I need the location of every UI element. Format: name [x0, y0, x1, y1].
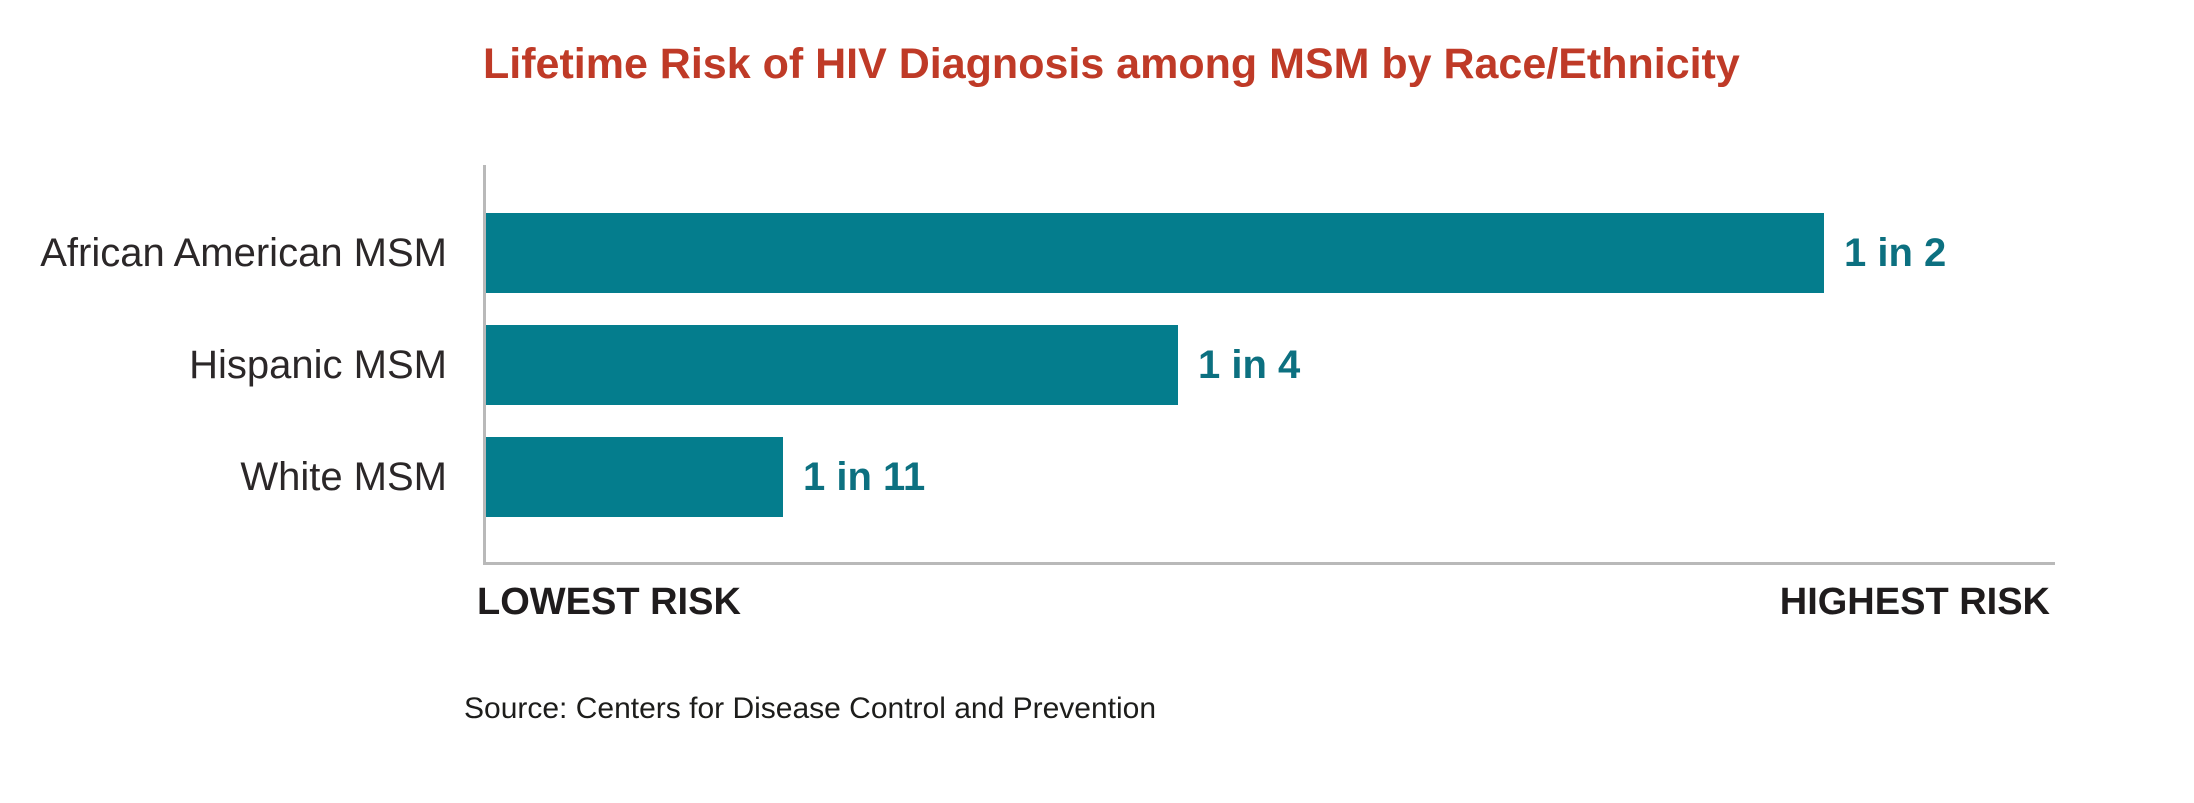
category-label: Hispanic MSM — [189, 343, 447, 387]
x-axis-caption-highest: HIGHEST RISK — [1779, 581, 2050, 623]
y-axis-line — [483, 165, 486, 563]
value-label: 1 in 4 — [1198, 343, 1301, 387]
chart-title: Lifetime Risk of HIV Diagnosis among MSM… — [483, 40, 1740, 88]
bar — [486, 325, 1178, 405]
source-note: Source: Centers for Disease Control and … — [464, 692, 1157, 725]
category-label: African American MSM — [40, 231, 447, 275]
bar — [486, 437, 783, 517]
bar — [486, 213, 1824, 293]
x-axis-caption-lowest: LOWEST RISK — [477, 581, 741, 623]
chart-row: White MSM 1 in 11 — [0, 437, 2194, 517]
chart-row: Hispanic MSM 1 in 4 — [0, 325, 2194, 405]
value-label: 1 in 11 — [803, 455, 926, 499]
value-label: 1 in 2 — [1844, 231, 1947, 275]
chart-row: African American MSM 1 in 2 — [0, 213, 2194, 293]
category-label: White MSM — [240, 455, 447, 499]
x-axis-line — [483, 562, 2055, 565]
